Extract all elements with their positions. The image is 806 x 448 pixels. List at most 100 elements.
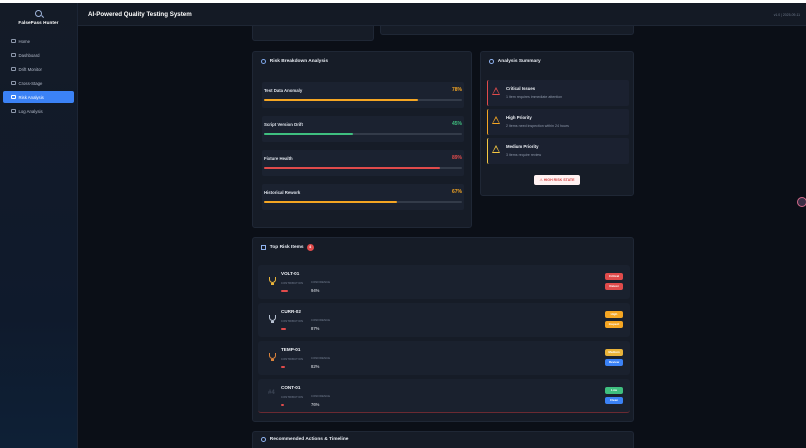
confidence-value: 87% — [311, 326, 320, 331]
risk-track — [264, 99, 462, 102]
status-badge[interactable]: Review — [605, 359, 623, 366]
brand: FalsePass Hunter — [0, 3, 77, 29]
file-icon — [11, 108, 16, 114]
contribution-label: CONTRIBUTION — [281, 396, 304, 399]
status-badge[interactable]: Retest — [605, 283, 623, 290]
risk-track — [264, 167, 462, 170]
sidebar-item-dashboard[interactable]: Dashboard — [3, 49, 74, 61]
confidence-label: CONFIDENCE — [311, 357, 331, 360]
severity-badge: Medium — [605, 349, 623, 356]
sidebar-item-label: Cross-Stage — [18, 80, 43, 86]
contribution-bar — [281, 328, 286, 330]
summary-item-high: High Priority 2 items need inspection wi… — [487, 109, 629, 135]
summary-title: Critical Issues — [506, 86, 536, 91]
summary-item-medium: Medium Priority 3 items require review — [487, 138, 629, 164]
lightbulb-icon — [261, 437, 266, 442]
sidebar-nav: Home Dashboard Drift Monitor Cross-Stage… — [0, 35, 77, 117]
warning-icon — [492, 87, 500, 95]
summary-desc: 1 item requires immediate attention — [506, 95, 563, 99]
warning-icon — [492, 116, 500, 124]
contribution-bar — [281, 366, 285, 368]
version-label: v1.0 | 2025-09-11 — [773, 13, 800, 17]
risk-percent: 45% — [451, 121, 462, 127]
confidence-label: CONFIDENCE — [311, 281, 331, 284]
assistant-button[interactable] — [797, 197, 806, 207]
sidebar-item-home[interactable]: Home — [3, 35, 74, 47]
risk-item: Script Version Drift 45% — [262, 116, 464, 142]
page-title: AI-Powered Quality Testing System — [88, 11, 192, 18]
top-risk-row[interactable]: VOLT-01 CONTRIBUTION CONFIDENCE 94% Crit… — [258, 265, 630, 299]
header: AI-Powered Quality Testing System v1.0 |… — [78, 3, 806, 26]
risk-item: Fixture Health 89% — [262, 150, 464, 176]
trophy-icon — [269, 277, 276, 285]
analysis-summary-title: Analysis Summary — [489, 59, 541, 64]
warning-icon — [492, 145, 500, 153]
summary-desc: 3 items require review — [506, 153, 542, 157]
warning-icon — [261, 245, 266, 250]
top-risk-count-badge: 4 — [306, 244, 314, 251]
link-icon — [11, 80, 16, 86]
risk-track — [264, 201, 462, 204]
analysis-summary-card: Analysis Summary Critical Issues 1 item … — [480, 51, 634, 196]
confidence-value: 82% — [311, 364, 320, 369]
contribution-bar — [281, 290, 288, 292]
summary-item-critical: Critical Issues 1 item requires immediat… — [487, 80, 629, 106]
trophy-icon — [269, 315, 276, 323]
sidebar-item-risk-analysis[interactable]: Risk Analysis — [3, 91, 74, 103]
dashboard-icon — [11, 52, 16, 58]
contribution-label: CONTRIBUTION — [281, 320, 304, 323]
gear-icon — [261, 59, 266, 64]
confidence-value: 94% — [311, 288, 320, 293]
risk-fill — [264, 201, 397, 204]
contribution-bar — [281, 404, 285, 406]
confidence-label: CONFIDENCE — [311, 395, 331, 398]
risk-percent: 78% — [451, 87, 462, 93]
recommended-card: Recommended Actions & Timeline — [252, 431, 634, 448]
top-risk-row[interactable]: #4 CONT-01 CONTRIBUTION CONFIDENCE 76% L… — [258, 379, 630, 413]
recommended-title-text: Recommended Actions & Timeline — [269, 437, 349, 442]
status-badge[interactable]: Inspect — [605, 321, 623, 328]
risk-breakdown-title-text: Risk Breakdown Analysis — [269, 59, 329, 64]
lightbulb-icon — [489, 59, 494, 64]
rank-label: #4 — [268, 390, 275, 396]
home-icon — [11, 38, 16, 44]
monitor-icon — [11, 94, 16, 100]
severity-badge: Critical — [605, 273, 623, 280]
top-risk-row[interactable]: CURR-02 CONTRIBUTION CONFIDENCE 87% High… — [258, 303, 630, 337]
sidebar-item-label: Drift Monitor — [18, 66, 42, 72]
severity-badge: Low — [605, 387, 623, 394]
item-code: TEMP-01 — [281, 347, 301, 352]
search-icon — [35, 9, 42, 17]
risk-item: Test Data Anomaly 78% — [262, 82, 464, 108]
sidebar-item-cross-stage[interactable]: Cross-Stage — [3, 77, 74, 89]
confidence-value: 76% — [311, 402, 320, 407]
high-risk-state-button[interactable]: ⚠ HIGH RISK STATE — [534, 175, 580, 185]
top-risk-row[interactable]: TEMP-01 CONTRIBUTION CONFIDENCE 82% Medi… — [258, 341, 630, 375]
top-risk-card: Top Risk Items 4 VOLT-01 CONTRIBUTION CO… — [252, 237, 634, 422]
risk-breakdown-card: Risk Breakdown Analysis Test Data Anomal… — [252, 51, 472, 228]
risk-track — [264, 133, 462, 136]
summary-desc: 2 items need inspection within 24 hours — [506, 124, 569, 128]
summary-title: High Priority — [506, 115, 532, 120]
sidebar-item-drift-monitor[interactable]: Drift Monitor — [3, 63, 74, 75]
risk-breakdown-title: Risk Breakdown Analysis — [261, 59, 328, 64]
partial-card-left — [252, 26, 374, 41]
risk-label: Historical Rework — [264, 190, 301, 195]
drift-icon — [11, 66, 16, 72]
item-code: VOLT-01 — [281, 271, 300, 276]
analysis-summary-title-text: Analysis Summary — [497, 59, 541, 64]
sidebar-item-log-analysis[interactable]: Log Analysis — [3, 105, 74, 117]
risk-percent: 67% — [451, 189, 462, 195]
contribution-label: CONTRIBUTION — [281, 282, 304, 285]
confidence-label: CONFIDENCE — [311, 319, 331, 322]
risk-fill — [264, 133, 354, 136]
risk-percent: 89% — [451, 155, 462, 161]
risk-fill — [264, 99, 419, 102]
risk-label: Fixture Health — [264, 156, 293, 161]
risk-label: Script Version Drift — [264, 122, 303, 127]
risk-label: Test Data Anomaly — [264, 88, 303, 93]
window-top-edge — [0, 0, 806, 3]
severity-badge: High — [605, 311, 623, 318]
status-badge[interactable]: Clean — [605, 397, 623, 404]
sidebar-item-label: Dashboard — [18, 52, 40, 58]
